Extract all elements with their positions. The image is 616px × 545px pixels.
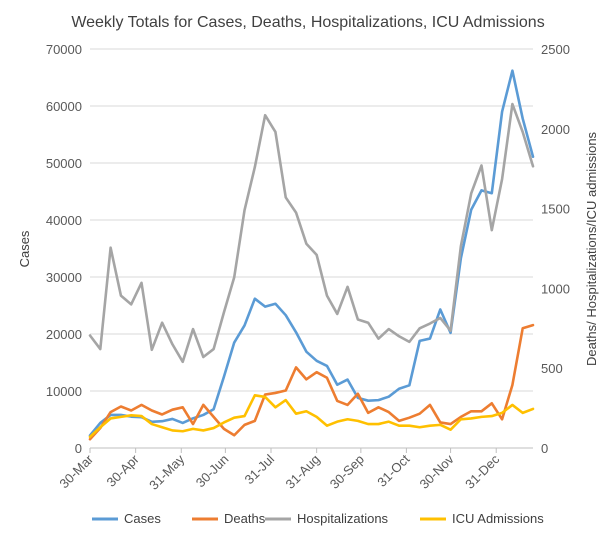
y-axis-title: Cases [17,230,32,267]
y-tick-label: 30000 [46,270,82,285]
y2-tick-label: 2000 [541,122,570,137]
y2-tick-label: 1500 [541,202,570,217]
y2-tick-label: 0 [541,441,548,456]
y2-tick-label: 500 [541,361,563,376]
series-line-icu-admissions [88,394,535,439]
y-tick-label: 40000 [46,213,82,228]
y-tick-label: 0 [75,441,82,456]
chart-title: Weekly Totals for Cases, Deaths, Hospita… [71,14,544,31]
series-lines [88,69,535,441]
gridlines [90,48,533,392]
series-line-hospitalizations [88,102,535,364]
y2-tick-label: 1000 [541,281,570,296]
y-tick-label: 70000 [46,42,82,57]
y-tick-label: 60000 [46,99,82,114]
y-axis-ticks: 0 10000 20000 30000 40000 50000 60000 70000 [46,42,82,456]
y2-tick-label: 2500 [541,42,570,57]
y2-axis-title: Deaths/ Hospitalizations/ICU admissions [584,131,599,366]
y-tick-label: 20000 [46,327,82,342]
y2-axis-ticks: 0 500 1000 1500 2000 2500 [541,42,570,456]
legend-label-icu-admissions: ICU Admissions [452,511,544,526]
legend-label-cases: Cases [124,511,161,526]
series-line-deaths [88,323,535,441]
legend-label-deaths: Deaths [224,511,266,526]
y-tick-label: 10000 [46,384,82,399]
y-tick-label: 50000 [46,156,82,171]
legend-label-hospitalizations: Hospitalizations [297,511,389,526]
legend: Cases Deaths Hospitalizations ICU Admission… [92,511,544,526]
